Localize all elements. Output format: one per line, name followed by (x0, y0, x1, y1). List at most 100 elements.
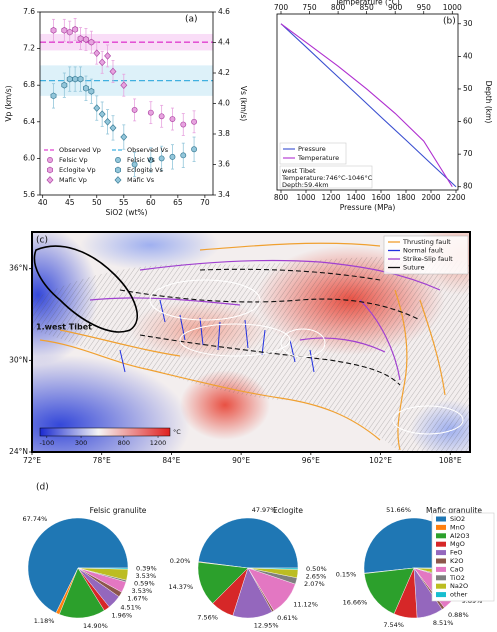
pie-label: 0.88% (448, 611, 469, 619)
line (280, 23, 457, 188)
panel-label: (a) (185, 15, 198, 25)
point (104, 117, 112, 126)
panel-label: (d) (36, 483, 49, 493)
point (115, 166, 121, 174)
point (46, 176, 54, 184)
point (147, 156, 154, 163)
pie-label: 7.54% (383, 621, 404, 629)
point (131, 161, 138, 168)
x-tick-label: 2200 (446, 193, 465, 202)
pie-label: 3.53% (132, 587, 153, 595)
pie-label: 0.50% (306, 565, 327, 573)
colorbar (39, 427, 171, 437)
pie-label: 0.20% (170, 557, 191, 565)
legend-label: Al2O3 (450, 532, 470, 540)
x2-tick-label: 750 (302, 3, 317, 12)
fault (394, 289, 408, 451)
point (158, 113, 165, 120)
x2-axis-label: Temperature (°C) (334, 0, 400, 7)
point (120, 81, 128, 90)
fault (299, 337, 386, 353)
fault (39, 339, 381, 441)
x-tick-label: 65 (173, 198, 183, 207)
panel-label: (c) (36, 236, 48, 246)
y2-tick-label: 3.8 (218, 129, 230, 138)
x2-tick-label: 900 (388, 3, 403, 12)
fault (89, 297, 241, 306)
y-tick-label: 6.4 (23, 117, 35, 126)
sutures (119, 268, 421, 386)
y-tick-label: 50 (463, 84, 473, 93)
point (77, 75, 84, 83)
pie-label: 67.74% (23, 515, 48, 523)
point (77, 35, 84, 42)
annotation: Temperature:746°C-1046°C (281, 174, 373, 182)
region-outline (179, 323, 291, 357)
point (191, 146, 198, 153)
y-axis-label: Vp (km/s) (4, 85, 13, 121)
legend-label: K2O (450, 557, 464, 565)
legend-swatch (436, 550, 446, 556)
pie-label: 3.53% (135, 572, 156, 580)
pie-label: 0.15% (336, 570, 357, 578)
lon-tick-label: 84°E (162, 456, 180, 465)
x-tick-label: 50 (92, 198, 102, 207)
legend-swatch (436, 533, 446, 539)
legend-label: Normal fault (403, 247, 444, 255)
region-outline (33, 245, 139, 333)
pie-label: 47.97% (252, 506, 277, 514)
point (158, 155, 165, 162)
legend-label: CaO (450, 565, 464, 573)
legend-label: Temperature (297, 154, 339, 162)
x2-tick-label: 800 (331, 3, 346, 12)
lat-tick-label: 36°N (9, 264, 28, 273)
point (83, 84, 89, 92)
pie-title: Felsic granulite (90, 506, 147, 515)
legend-label: Mafic Vp (59, 176, 87, 184)
pie-label: 4.51% (120, 604, 141, 612)
pie-slice (364, 567, 415, 615)
fault (419, 299, 446, 396)
y-tick-label: 70 (463, 149, 473, 158)
point (114, 176, 122, 184)
x-tick-label: 1000 (296, 193, 315, 202)
y2-tick-label: 3.6 (218, 160, 230, 169)
y-tick-label: 6.0 (23, 153, 35, 162)
legend-label: Felsic Vs (127, 156, 155, 164)
lon-tick-label: 96°E (302, 456, 320, 465)
pie-label: 7.56% (197, 614, 218, 622)
x2-tick-label: 950 (417, 3, 432, 12)
x-tick-label: 45 (65, 198, 75, 207)
colorbar-tick-label: 1200 (150, 439, 167, 447)
point (147, 109, 154, 116)
pie-label: 14.90% (83, 622, 108, 630)
point (50, 92, 57, 100)
x-tick-label: 1400 (346, 193, 365, 202)
point (83, 36, 89, 43)
legend-swatch (436, 524, 446, 530)
region-outline (392, 405, 464, 435)
pie-label: 12.95% (254, 622, 279, 630)
y-tick-label: 7.6 (23, 7, 35, 16)
line (280, 23, 453, 188)
pie-title: Eclogite (273, 506, 303, 515)
suture (199, 268, 381, 281)
legend-label: Observed Vp (59, 146, 101, 154)
point (47, 166, 53, 174)
point (66, 28, 73, 36)
x2-tick-label: 700 (274, 3, 289, 12)
legend-label: Pressure (298, 145, 326, 153)
y2-axis-label: Vs (km/s) (239, 86, 248, 121)
legend-swatch (436, 592, 446, 598)
legend-label: Observed Vs (127, 146, 169, 154)
legend-box (279, 142, 347, 165)
x-tick-label: 55 (119, 198, 129, 207)
pie-slice (198, 517, 299, 569)
x-tick-label: 40 (38, 198, 48, 207)
cold-anomaly (80, 232, 220, 270)
pie-slice (77, 567, 129, 570)
x2-tick-label: 850 (359, 3, 374, 12)
legend-label: Felsic Vp (59, 156, 88, 164)
